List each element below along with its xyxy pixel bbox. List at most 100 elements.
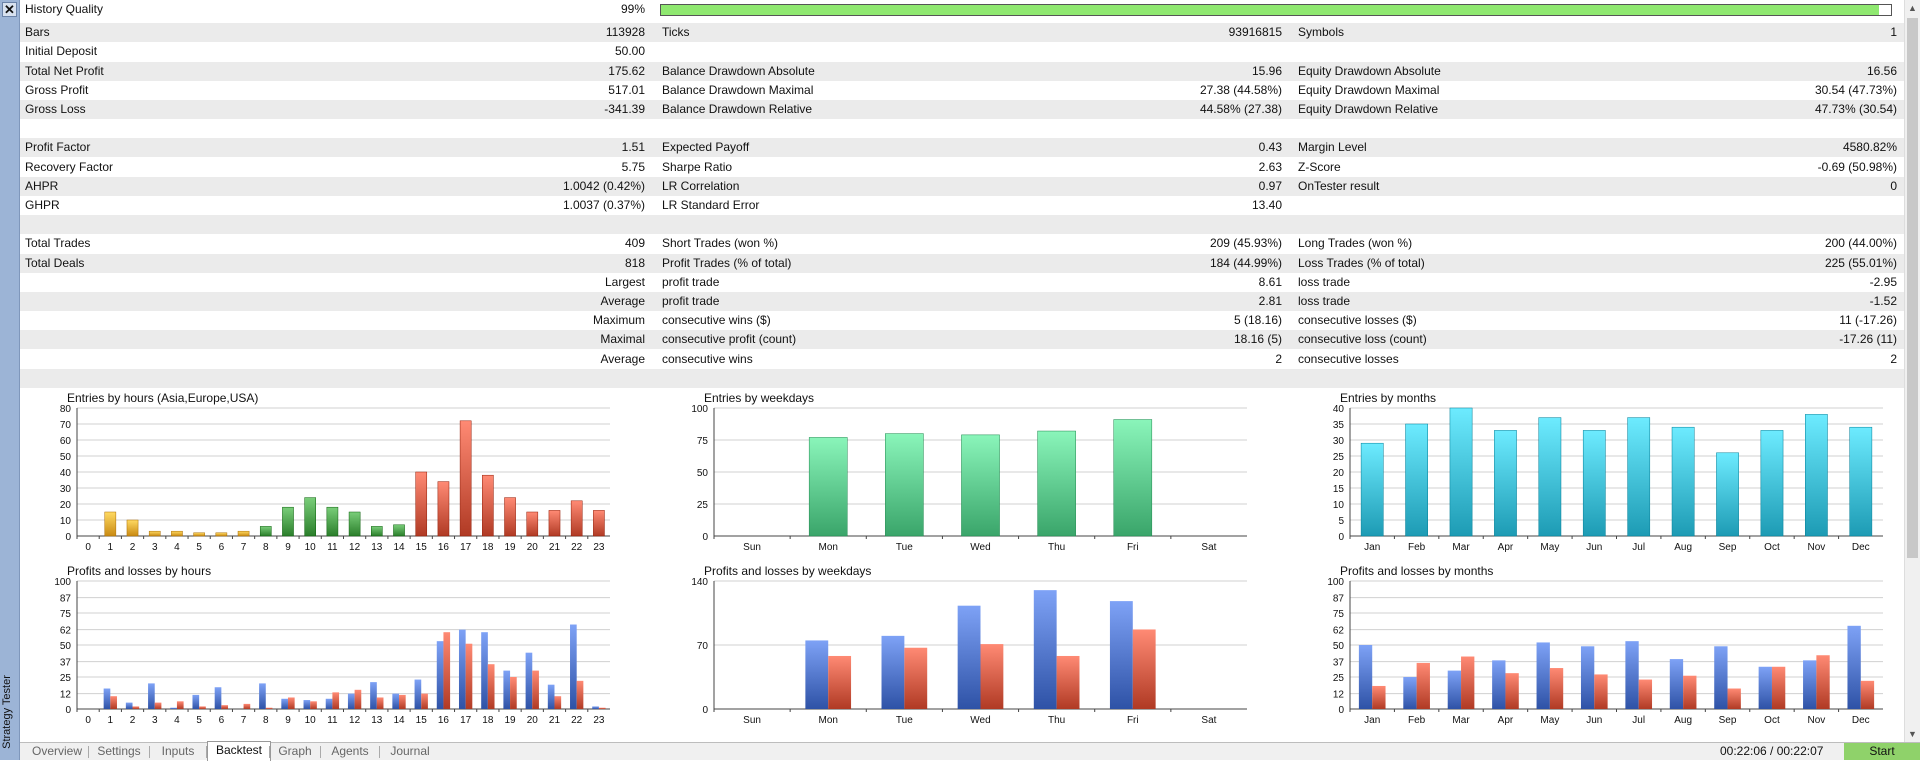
stat-value: 2.63 — [1258, 159, 1282, 174]
loss-bar — [1727, 688, 1741, 709]
x-tick-label: 9 — [285, 542, 291, 553]
stat-label: Balance Drawdown Relative — [662, 102, 813, 116]
stat-value: 113928 — [605, 25, 645, 40]
x-tick-label: Dec — [1852, 542, 1870, 553]
x-tick-label: Wed — [970, 715, 990, 726]
window-title: Strategy Tester — [1, 675, 13, 749]
tab-inputs[interactable]: Inputs — [161, 744, 195, 758]
y-tick-label: 30 — [60, 484, 72, 495]
scroll-up-icon[interactable]: ▲ — [1908, 3, 1917, 13]
y-tick-label: 87 — [60, 594, 72, 605]
stat-label: consecutive loss (count) — [1298, 332, 1427, 347]
y-tick-label: 0 — [65, 532, 71, 543]
x-tick-label: 16 — [438, 542, 450, 553]
y-tick-label: 20 — [60, 500, 72, 511]
x-tick-label: 8 — [263, 542, 269, 553]
start-button[interactable]: Start — [1844, 743, 1920, 760]
stat-value: 8.61 — [1258, 274, 1282, 289]
tab-overview[interactable]: Overview — [31, 744, 82, 758]
scroll-thumb[interactable] — [1907, 18, 1918, 558]
tab-journal[interactable]: Journal — [390, 744, 430, 758]
stat-value: -1.52 — [1869, 294, 1897, 308]
x-tick-label: Feb — [1408, 715, 1426, 726]
stat-value — [920, 215, 1282, 234]
profit-bar — [1033, 590, 1057, 709]
tab-backtest[interactable]: Backtest — [207, 741, 271, 761]
x-tick-label: Oct — [1764, 542, 1780, 553]
tab-separator — [269, 746, 270, 758]
stat-value: 0.43 — [1258, 140, 1282, 155]
y-tick-label: 100 — [691, 404, 708, 415]
chart-title: Entries by hours (Asia,Europe,USA) — [67, 391, 258, 405]
bar — [504, 497, 516, 537]
bar — [459, 420, 472, 537]
stat-value: 99% — [620, 2, 645, 16]
stat-label: OnTester result — [1298, 178, 1380, 193]
x-tick-label: Aug — [1674, 715, 1692, 726]
x-tick-label: 17 — [460, 715, 472, 726]
y-tick-label: 75 — [697, 436, 709, 447]
loss-bar — [110, 696, 117, 709]
y-tick-label: 80 — [60, 404, 72, 415]
elapsed-time: 00:22:06 / 00:22:07 — [1720, 744, 1824, 758]
loss-bar — [1505, 673, 1519, 709]
bar — [808, 437, 848, 537]
stat-label: Short Trades (won %) — [662, 236, 779, 251]
profit-bar — [481, 632, 488, 709]
loss-bar — [598, 707, 606, 709]
profit-bar — [325, 698, 333, 709]
tab-graph[interactable]: Graph — [278, 744, 312, 758]
x-tick-label: Mon — [818, 542, 837, 553]
loss-bar — [132, 706, 140, 709]
profit-bar — [1536, 642, 1550, 709]
close-icon[interactable]: ✕ — [2, 2, 17, 17]
profit-bar — [1847, 625, 1861, 709]
loss-bar — [465, 643, 473, 709]
y-tick-label: 140 — [691, 577, 708, 588]
stat-value: 15.96 — [1251, 63, 1282, 78]
stats-row: Initial Deposit 50.00 — [20, 42, 1904, 61]
stat-label: Expected Payoff — [662, 140, 750, 155]
stats-row: Average profit trade 2.81 loss trade -1.52 — [20, 292, 1904, 311]
stat-label: Sharpe Ratio — [662, 159, 733, 174]
loss-bar — [1461, 656, 1475, 709]
y-tick-label: 30 — [1333, 436, 1345, 447]
stat-value: -0.69 (50.98%) — [1817, 159, 1897, 174]
stat-label: consecutive wins — [662, 351, 753, 366]
y-tick-label: 12 — [60, 690, 72, 701]
x-tick-label: Mon — [818, 715, 837, 726]
x-tick-label: Feb — [1408, 542, 1426, 553]
loss-bar — [310, 701, 317, 709]
y-tick-label: 50 — [60, 641, 72, 652]
profit-bar — [347, 693, 355, 709]
stat-value: 5 (18.16) — [1233, 313, 1282, 328]
x-tick-label: 21 — [549, 715, 561, 726]
stat-value: 818 — [624, 255, 645, 270]
tab-settings[interactable]: Settings — [97, 744, 141, 758]
x-tick-label: Oct — [1764, 715, 1780, 726]
y-tick-label: 0 — [65, 705, 71, 716]
y-tick-label: 15 — [1333, 484, 1345, 495]
stat-value: 0.97 — [1258, 178, 1282, 193]
stat-value: -17.26 (11) — [1839, 332, 1897, 347]
y-tick-label: 37 — [60, 658, 72, 669]
profit-bar — [414, 679, 422, 709]
loss-bar — [904, 647, 928, 709]
vertical-scrollbar[interactable]: ▲ ▼ — [1904, 0, 1920, 742]
y-tick-label: 5 — [1338, 516, 1344, 527]
loss-bar — [980, 644, 1004, 709]
stat-label: consecutive profit (count) — [662, 332, 797, 347]
bar — [437, 481, 450, 537]
x-tick-label: 21 — [549, 542, 561, 553]
x-tick-label: 20 — [527, 715, 539, 726]
y-tick-label: 50 — [60, 452, 72, 463]
tab-separator — [320, 746, 321, 758]
backtest-report: History Quality 99% Bars 113928 Ticks 9391681… — [20, 0, 1904, 742]
history-quality-fill — [661, 5, 1879, 15]
tab-agents[interactable]: Agents — [331, 744, 369, 758]
bar — [371, 526, 383, 537]
bar — [215, 532, 228, 537]
scroll-down-icon[interactable]: ▼ — [1908, 729, 1917, 739]
stats-row: Maximum consecutive wins ($) 5 (18.16) cons… — [20, 311, 1904, 330]
x-tick-label: 20 — [527, 542, 539, 553]
